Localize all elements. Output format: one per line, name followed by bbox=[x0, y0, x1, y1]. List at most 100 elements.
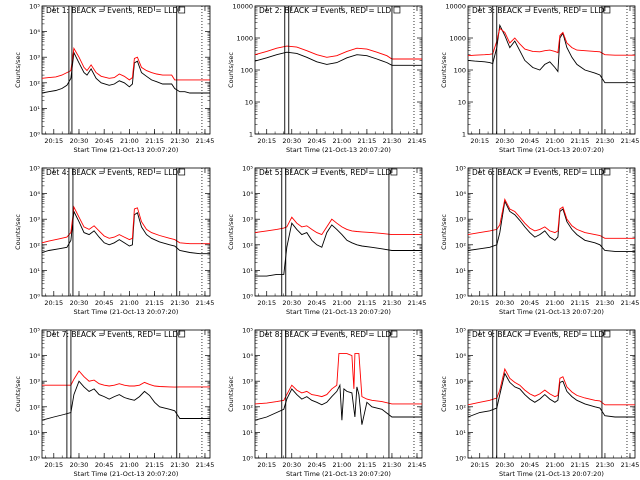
events-series-line bbox=[41, 209, 210, 255]
x-tick-label: 20:45 bbox=[307, 137, 326, 145]
chart-title: Det 5: BLACK = Events, RED = LLD bbox=[259, 168, 391, 177]
x-tick-label: 21:15 bbox=[358, 299, 377, 307]
chart-title: Det 9: BLACK = Events, RED = LLD bbox=[472, 330, 604, 339]
x-tick-label: 20:45 bbox=[95, 461, 114, 469]
y-axis-label: Counts/sec bbox=[14, 376, 22, 412]
x-tick-label: 21:30 bbox=[170, 299, 189, 307]
y-tick-label: 10¹ bbox=[29, 267, 40, 275]
x-tick-label: 21:45 bbox=[621, 461, 640, 469]
x-axis-label: Start Time (21-Oct-13 20:07:20) bbox=[499, 308, 604, 316]
lld-series-line bbox=[41, 47, 210, 81]
x-tick-label: 21:00 bbox=[332, 461, 351, 469]
y-tick-label: 10² bbox=[29, 79, 40, 87]
y-axis-label: Counts/sec bbox=[227, 376, 235, 412]
y-tick-label: 10¹ bbox=[242, 267, 253, 275]
plot-frame bbox=[41, 5, 211, 135]
y-tick-label: 10⁴ bbox=[455, 352, 466, 360]
y-tick-label: 10³ bbox=[242, 216, 253, 224]
x-tick-label: 21:00 bbox=[545, 461, 564, 469]
plot-frame bbox=[254, 5, 423, 135]
x-tick-label: 20:15 bbox=[257, 137, 276, 145]
x-tick-label: 21:15 bbox=[145, 137, 164, 145]
x-axis-label: Start Time (21-Oct-13 20:07:20) bbox=[286, 470, 391, 478]
lld-series-line bbox=[467, 197, 635, 239]
chart-8: Det 8: BLACK = Events, RED = LLD 10⁰ 10¹ 10… bbox=[227, 327, 426, 479]
y-tick-label: 10⁰ bbox=[29, 131, 40, 139]
y-axis-label: Counts/sec bbox=[14, 52, 22, 88]
x-tick-label: 21:30 bbox=[596, 299, 615, 307]
lld-series-line bbox=[254, 353, 422, 405]
x-tick-label: 21:45 bbox=[196, 461, 215, 469]
chart-title: Det 6: BLACK = Events, RED = LLD bbox=[472, 168, 604, 177]
x-tick-label: 20:30 bbox=[282, 137, 301, 145]
y-tick-label: 10⁴ bbox=[29, 28, 40, 36]
marker-box bbox=[178, 168, 186, 176]
y-tick-label: 1000 bbox=[449, 35, 466, 43]
x-axis-label: Start Time (21-Oct-13 20:07:20) bbox=[74, 470, 179, 478]
y-tick-label: 1 bbox=[249, 131, 253, 139]
y-tick-label: 10¹ bbox=[242, 429, 253, 437]
x-tick-label: 20:30 bbox=[282, 299, 301, 307]
marker-box bbox=[390, 330, 398, 338]
y-tick-label: 10² bbox=[455, 241, 466, 249]
events-series-line bbox=[255, 222, 422, 277]
y-tick-label: 10² bbox=[29, 403, 40, 411]
x-tick-label: 21:45 bbox=[196, 137, 215, 145]
x-tick-label: 20:15 bbox=[44, 461, 63, 469]
plot-frame bbox=[41, 167, 211, 297]
y-axis-label: Counts/sec bbox=[227, 52, 235, 88]
x-tick-label: 20:15 bbox=[257, 299, 276, 307]
x-tick-label: 21:30 bbox=[170, 461, 189, 469]
x-tick-label: 21:30 bbox=[383, 299, 402, 307]
y-tick-label: 10⁵ bbox=[29, 165, 40, 173]
y-tick-label: 10⁰ bbox=[29, 293, 40, 301]
x-tick-label: 21:30 bbox=[170, 137, 189, 145]
chart-title: Det 2: BLACK = Events, RED = LLD bbox=[259, 6, 391, 15]
y-tick-label: 10³ bbox=[29, 378, 40, 386]
x-tick-label: 21:15 bbox=[571, 299, 590, 307]
x-tick-label: 21:45 bbox=[408, 137, 427, 145]
x-tick-label: 21:45 bbox=[621, 299, 640, 307]
chart-7: Det 7: BLACK = Events, RED = LLD 10⁰ 10¹ 10… bbox=[14, 327, 214, 479]
x-tick-label: 21:30 bbox=[596, 461, 615, 469]
y-axis-label: Counts/sec bbox=[14, 214, 22, 250]
x-tick-label: 20:45 bbox=[95, 137, 114, 145]
x-tick-label: 20:30 bbox=[495, 461, 514, 469]
y-tick-label: 100 bbox=[454, 67, 466, 75]
y-tick-label: 10⁵ bbox=[29, 3, 40, 11]
x-tick-label: 21:15 bbox=[571, 137, 590, 145]
y-axis-label: Counts/sec bbox=[440, 376, 448, 412]
y-tick-label: 10⁴ bbox=[455, 190, 466, 198]
x-tick-label: 21:45 bbox=[196, 299, 215, 307]
chart-6: Det 6: BLACK = Events, RED = LLD 10⁰ 10¹ 10… bbox=[440, 165, 639, 317]
events-series-line bbox=[467, 199, 635, 252]
chart-title: Det 1: BLACK = Events, RED = LLD bbox=[46, 6, 178, 15]
x-tick-label: 20:15 bbox=[470, 461, 489, 469]
marker-box bbox=[603, 168, 611, 176]
x-tick-label: 21:15 bbox=[571, 461, 590, 469]
y-tick-label: 10¹ bbox=[455, 267, 466, 275]
y-tick-label: 10² bbox=[242, 403, 253, 411]
y-tick-label: 10² bbox=[455, 403, 466, 411]
events-series-line bbox=[467, 23, 635, 84]
chart-3: Det 3: BLACK = Events, RED = LLD 1 10 100 10… bbox=[440, 3, 639, 155]
y-tick-label: 10⁵ bbox=[455, 327, 466, 335]
y-tick-label: 10 bbox=[245, 99, 253, 107]
x-tick-label: 20:45 bbox=[520, 461, 539, 469]
x-tick-label: 20:15 bbox=[470, 137, 489, 145]
y-tick-label: 10⁰ bbox=[242, 293, 253, 301]
x-tick-label: 21:15 bbox=[145, 299, 164, 307]
y-tick-label: 10⁰ bbox=[455, 293, 466, 301]
x-axis-label: Start Time (21-Oct-13 20:07:20) bbox=[286, 308, 391, 316]
y-axis-label: Counts/sec bbox=[440, 214, 448, 250]
chart-1: Det 1: BLACK = Events, RED = LLD 10⁰ 10¹ 10… bbox=[14, 3, 214, 155]
x-tick-label: 21:30 bbox=[383, 137, 402, 145]
x-tick-label: 20:30 bbox=[282, 461, 301, 469]
y-tick-label: 10³ bbox=[29, 54, 40, 62]
x-tick-label: 20:30 bbox=[495, 299, 514, 307]
x-tick-label: 20:45 bbox=[520, 299, 539, 307]
x-tick-label: 21:00 bbox=[545, 137, 564, 145]
x-axis-label: Start Time (21-Oct-13 20:07:20) bbox=[74, 146, 179, 154]
x-tick-label: 21:45 bbox=[408, 461, 427, 469]
